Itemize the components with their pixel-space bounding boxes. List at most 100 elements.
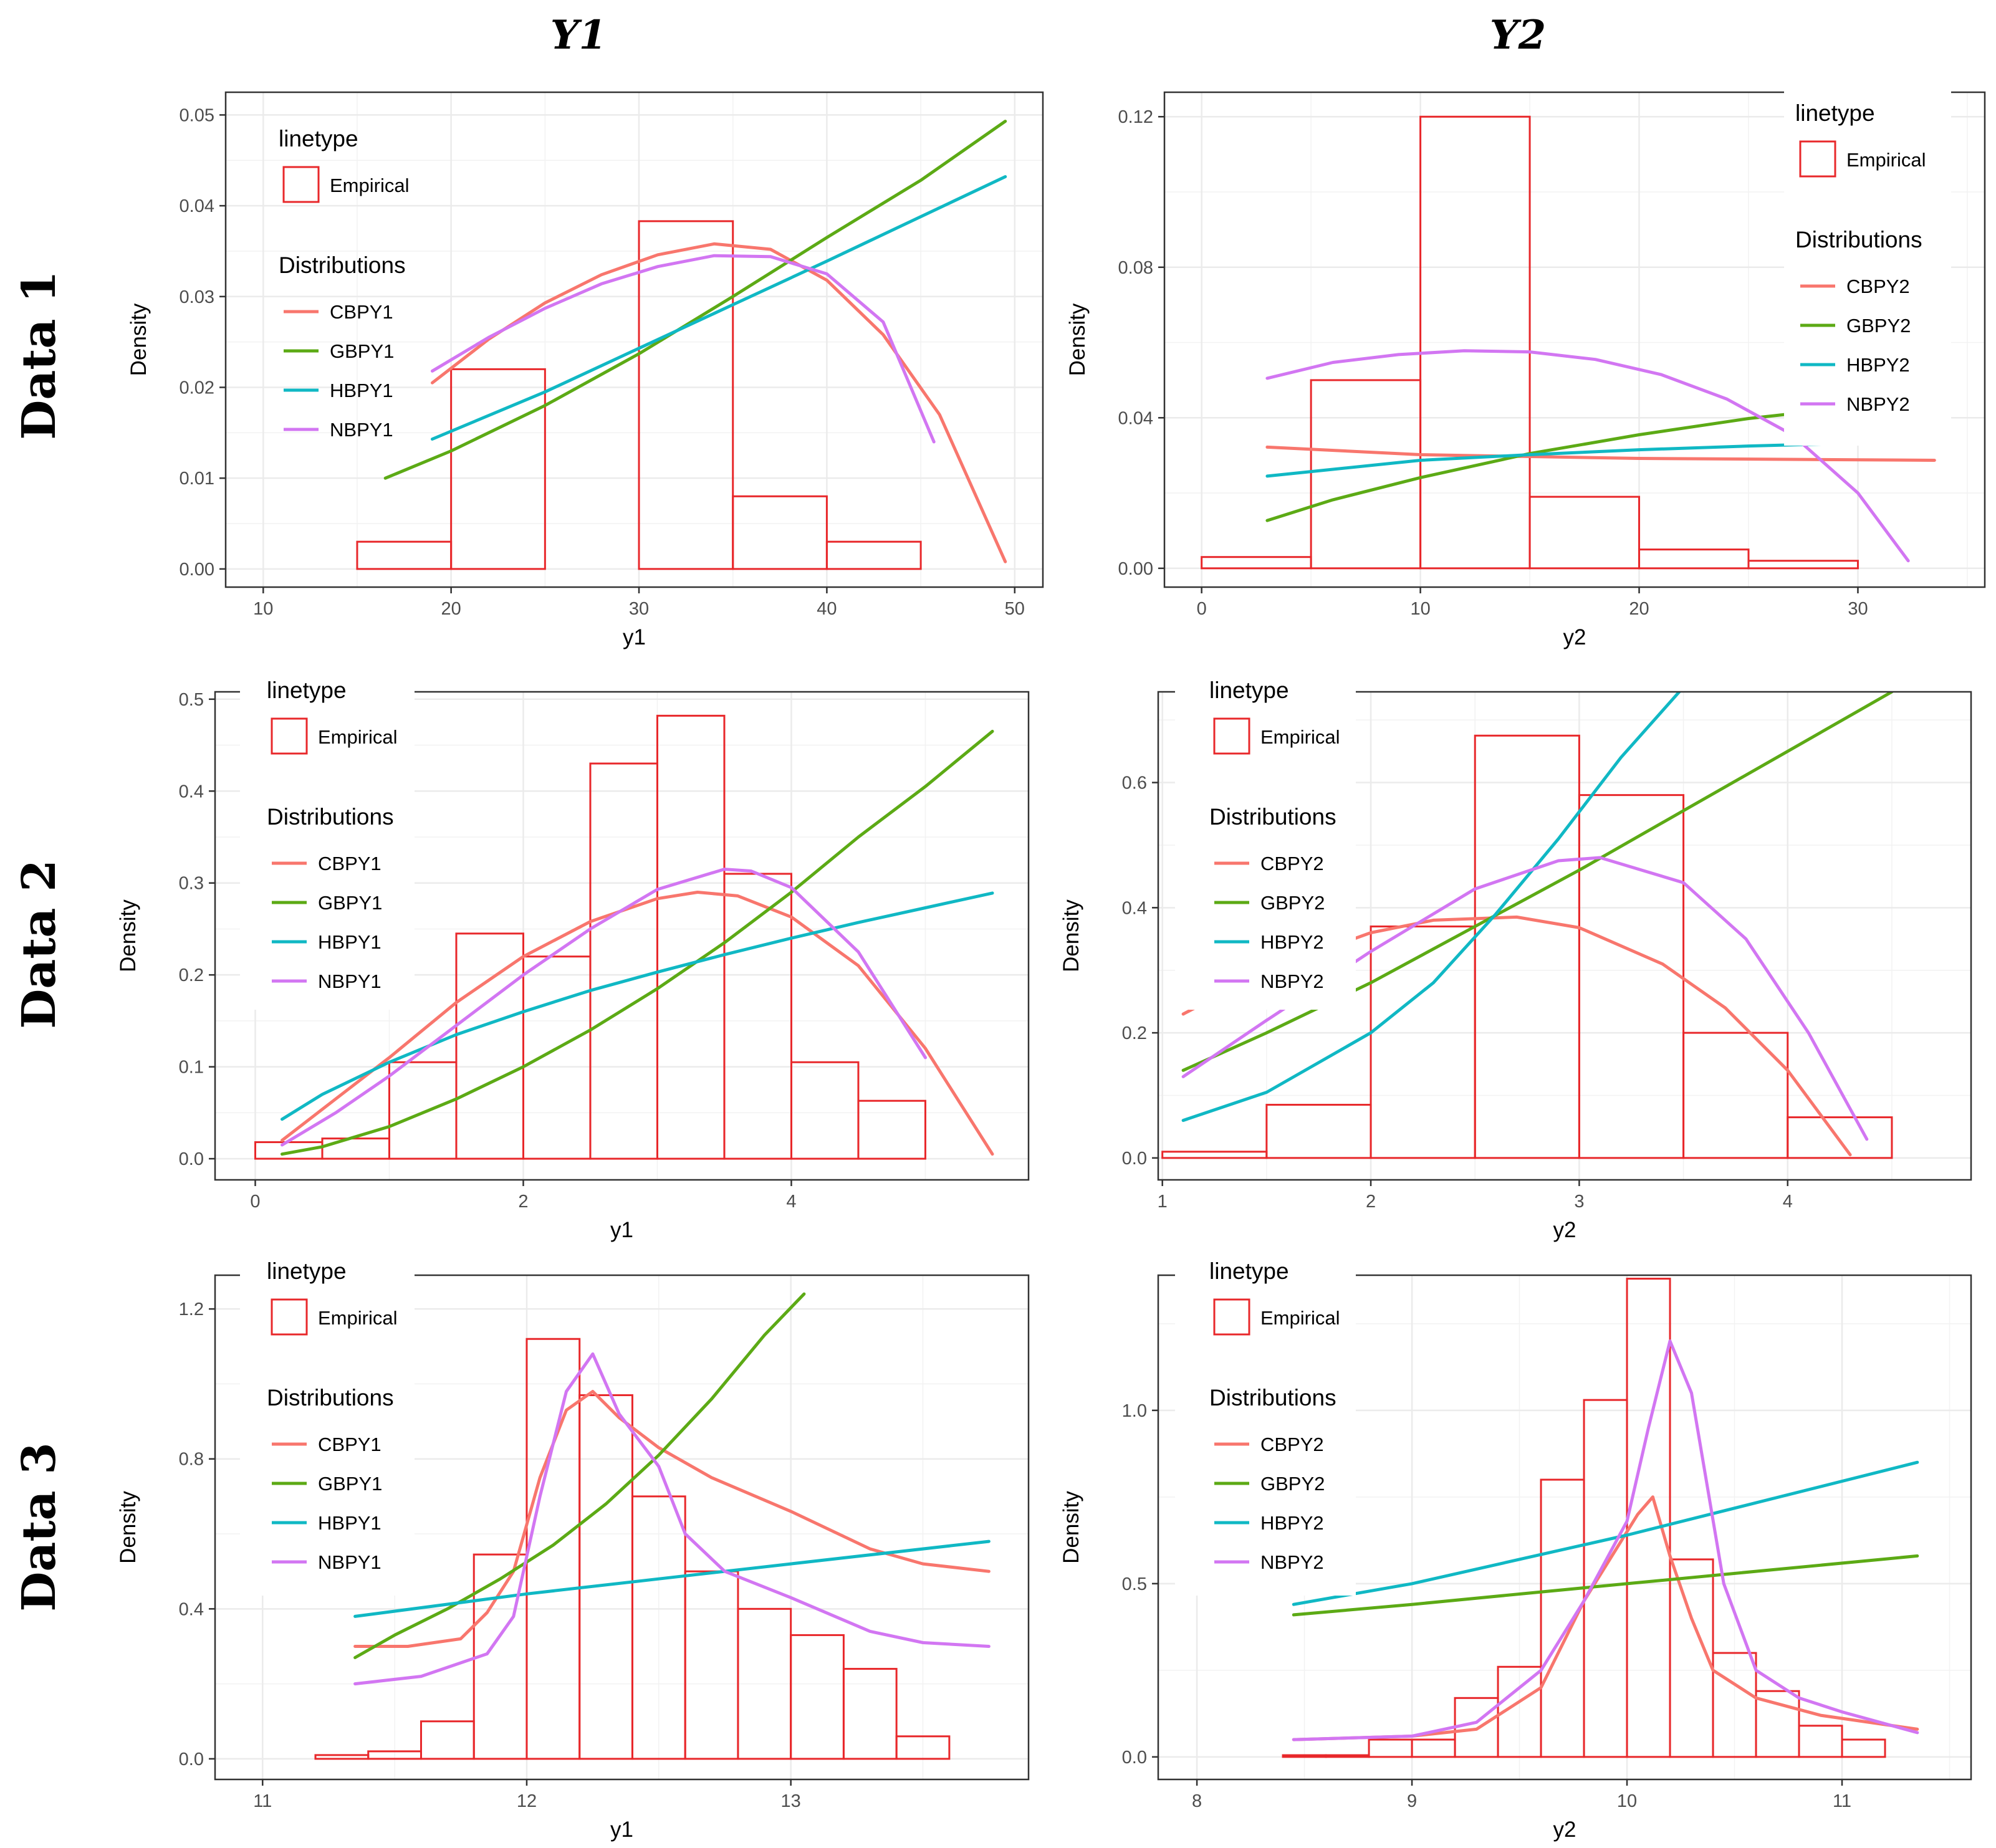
legend-background: [1175, 682, 1356, 1010]
panel-d2y2: 1 2 3 4 0.0 0.2 0.4 0.6 y2 Density linetype Empiric…: [1059, 677, 1972, 1242]
y-tick-label: 0.4: [1122, 898, 1147, 918]
legend-label-hbpy1: HBPY1: [318, 1512, 381, 1534]
x-tick-label: 12: [517, 1791, 537, 1811]
row-title-data1: Data 1: [12, 270, 66, 440]
y-axis-label: Density: [116, 899, 140, 972]
legend-label-nbpy2: NBPY2: [1260, 970, 1324, 992]
y-tick-label: 0.3: [179, 874, 204, 894]
legend-label-gbpy2: GBPY2: [1260, 892, 1325, 914]
histogram-bar: [638, 220, 734, 570]
x-tick-label: 40: [817, 599, 837, 619]
legend: linetype Empirical Distributions CBPY2 GBPY2…: [1175, 677, 1356, 1010]
x-tick-label: 2: [518, 1192, 528, 1212]
legend-linetype-title: linetype: [1795, 100, 1875, 126]
histogram-bar: [895, 1735, 951, 1760]
y-tick-label: 0.2: [179, 965, 204, 985]
series-line-cbpy2: [1292, 1495, 1919, 1741]
y-tick-label: 0.03: [180, 287, 214, 307]
panel-d3y1: 11 12 13 0.0 0.4 0.8 1.2 y1 Density linetype Empir…: [116, 1258, 1030, 1842]
y-tick-label: 0.00: [180, 560, 214, 580]
x-axis-label: y1: [623, 625, 646, 649]
panel-d3y2: 8 9 10 11 0.0 0.5 1.0 y2 Density linetype Empirica…: [1059, 1258, 1972, 1842]
legend-empirical-key: [271, 1298, 308, 1336]
panel-border: [1157, 691, 1972, 1181]
legend-distributions-title: Distributions: [267, 804, 394, 830]
legend-linetype-title: linetype: [1209, 677, 1289, 703]
histogram-bar: [1747, 560, 1859, 570]
row-title-data2: Data 2: [12, 859, 66, 1029]
x-tick-label: 10: [1410, 599, 1430, 619]
panel-border: [214, 691, 1030, 1181]
legend-background: [1175, 1265, 1356, 1596]
series-lines: [353, 1292, 991, 1686]
y-tick-label: 1.0: [1122, 1401, 1147, 1421]
legend-label-hbpy2: HBPY2: [1260, 1512, 1324, 1534]
column-title-y2: Y2: [1490, 12, 1546, 59]
legend-label-nbpy2: NBPY2: [1846, 393, 1910, 415]
legend-label-cbpy1: CBPY1: [330, 301, 393, 323]
series-line-hbpy1: [353, 1539, 991, 1618]
legend-label-cbpy1: CBPY1: [318, 1434, 381, 1455]
panel-border: [1157, 1274, 1972, 1781]
series-line-gbpy1: [281, 729, 994, 1156]
y-tick-label: 0.12: [1118, 107, 1153, 127]
x-axis-label: y1: [610, 1218, 633, 1242]
panel-d1y1: 10 20 30 40 50 0.00 0.01 0.02 0.03 0.04 0.05 y1 Dens…: [127, 91, 1044, 649]
y-tick-label: 0.08: [1118, 258, 1153, 278]
legend-label-gbpy2: GBPY2: [1260, 1473, 1325, 1495]
panel-d1y2: 0 10 20 30 0.00 0.04 0.08 0.12 y2 Density linetype…: [1065, 84, 1986, 649]
legend-label-gbpy2: GBPY2: [1846, 315, 1911, 337]
chart-panels: 10 20 30 40 500.000.010.020.030.040.05y1Dens…: [116, 84, 1986, 1842]
legend-label-nbpy2: NBPY2: [1260, 1551, 1324, 1573]
y-axis-label: Density: [1065, 303, 1090, 376]
legend-distributions-title: Distributions: [1795, 227, 1922, 252]
legend-label-cbpy2: CBPY2: [1260, 1434, 1324, 1455]
legend-linetype-title: linetype: [267, 677, 347, 703]
legend-distributions-title: Distributions: [267, 1385, 394, 1410]
histogram-bar: [842, 1668, 898, 1760]
series-line-hbpy2: [1265, 439, 1936, 478]
series-line-hbpy1: [281, 891, 994, 1121]
y-tick-label: 0.4: [179, 782, 204, 802]
legend-empirical-key: [1213, 717, 1250, 755]
legend-label-hbpy1: HBPY1: [318, 931, 381, 953]
histogram: [1201, 115, 1859, 570]
legend-linetype-title: linetype: [1209, 1258, 1289, 1284]
histogram: [254, 714, 926, 1160]
legend-empirical-label: Empirical: [1260, 726, 1340, 748]
x-tick-label: 10: [253, 599, 273, 619]
series-line-gbpy2: [1181, 692, 1894, 1072]
y-tick-label: 0.5: [1122, 1574, 1147, 1594]
series-line-cbpy2: [1265, 445, 1936, 462]
legend-label-hbpy2: HBPY2: [1260, 931, 1324, 953]
legend-distributions-title: Distributions: [1209, 1385, 1336, 1410]
legend-empirical-label: Empirical: [1846, 149, 1926, 171]
x-tick-label: 11: [1833, 1791, 1851, 1811]
legend: linetype Empirical Distributions CBPY1 GBPY1…: [240, 677, 415, 1010]
x-tick-label: 1: [1158, 1192, 1168, 1212]
x-tick-label: 9: [1407, 1791, 1417, 1811]
legend-empirical-key: [271, 717, 308, 755]
legend-empirical-key: [1799, 140, 1836, 178]
x-tick-label: 0: [250, 1192, 260, 1212]
series-line-nbpy1: [431, 254, 936, 444]
series-line-gbpy2: [1292, 1554, 1919, 1617]
x-tick-label: 10: [1617, 1791, 1637, 1811]
x-tick-label: 30: [629, 599, 649, 619]
series-line-cbpy1: [431, 242, 1007, 563]
y-tick-label: 0.4: [179, 1599, 204, 1619]
legend: linetype Empirical Distributions CBPY1 GBPY1…: [240, 1258, 415, 1596]
x-tick-label: 11: [253, 1791, 272, 1811]
legend-background: [240, 1265, 415, 1596]
series-lines: [281, 729, 994, 1156]
plot-area: [226, 92, 1043, 587]
legend-empirical-label: Empirical: [330, 175, 409, 196]
legend-label-nbpy1: NBPY1: [318, 1551, 381, 1573]
series-lines: [383, 120, 1007, 563]
histogram: [1282, 1278, 1886, 1758]
legend: linetype Empirical Distributions CBPY2 GBPY2…: [1784, 84, 1951, 446]
panel-border: [214, 1274, 1030, 1781]
series-line-nbpy1: [353, 1352, 991, 1686]
x-axis-label: y2: [1553, 1817, 1576, 1842]
legend-distributions-title: Distributions: [1209, 804, 1336, 830]
